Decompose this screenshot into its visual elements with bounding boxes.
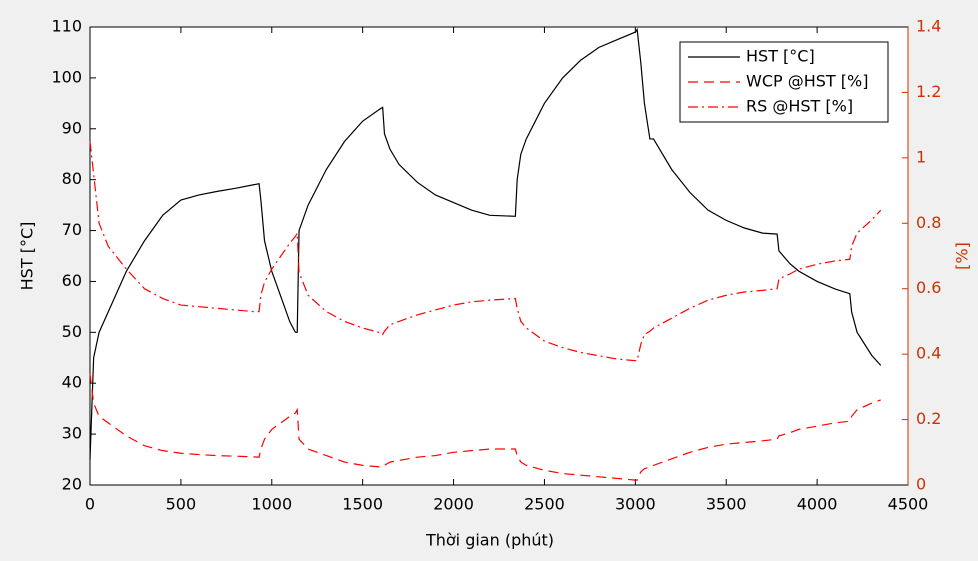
y-axis-label: HST [°C] — [18, 222, 37, 291]
x-tick-label: 4500 — [888, 495, 929, 514]
y2-axis-label: [%] — [953, 242, 972, 270]
y-tick-label: 50 — [62, 322, 82, 341]
y2-tick-label: 0.4 — [916, 344, 941, 363]
y2-tick-label: 0 — [916, 475, 926, 494]
x-axis-label: Thời gian (phút) — [425, 531, 554, 550]
y2-tick-label: 1.4 — [916, 17, 941, 36]
y-tick-label: 90 — [62, 118, 82, 137]
x-tick-label: 4000 — [797, 495, 838, 514]
x-tick-label: 2500 — [524, 495, 565, 514]
series-line — [89, 27, 882, 460]
legend-label: RS @HST [%] — [746, 97, 853, 116]
x-tick-label: 2000 — [433, 495, 474, 514]
y-tick-label: 60 — [62, 271, 82, 290]
series-line — [89, 141, 882, 362]
y2-tick-label: 1.2 — [916, 82, 941, 101]
x-tick-label: 1500 — [342, 495, 383, 514]
y2-tick-label: 1 — [916, 147, 926, 166]
y-tick-label: 100 — [51, 67, 82, 86]
legend-label: HST [°C] — [746, 47, 815, 66]
series-line — [89, 373, 881, 481]
x-tick-label: 3500 — [706, 495, 747, 514]
y2-tick-label: 0.2 — [916, 409, 941, 428]
y-tick-label: 40 — [62, 373, 82, 392]
y2-tick-label: 0.6 — [916, 278, 941, 297]
x-tick-label: 1000 — [251, 495, 292, 514]
y-tick-label: 80 — [62, 169, 82, 188]
x-tick-label: 0 — [85, 495, 95, 514]
y-tick-label: 110 — [51, 17, 82, 36]
x-tick-label: 500 — [166, 495, 197, 514]
legend-box — [679, 41, 889, 123]
y-tick-label: 70 — [62, 220, 82, 239]
legend-label: WCP @HST [%] — [746, 72, 868, 91]
y2-tick-label: 0.8 — [916, 213, 941, 232]
x-tick-label: 3000 — [615, 495, 656, 514]
y-tick-label: 30 — [62, 424, 82, 443]
y-tick-label: 20 — [62, 475, 82, 494]
